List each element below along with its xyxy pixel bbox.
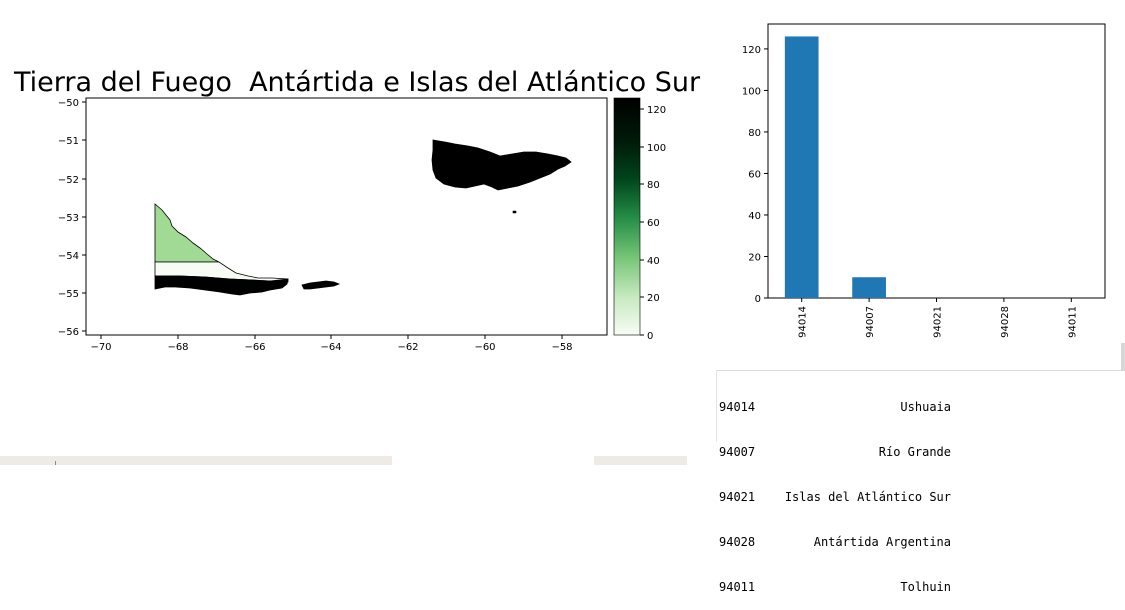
output-code: 94028	[719, 535, 756, 549]
map-x-tick-label: −68	[167, 342, 188, 353]
bar-x-tick-label: 94028	[1000, 306, 1011, 338]
map-y-tick-label: −52	[58, 175, 79, 186]
map-x-tick-label: −62	[397, 342, 418, 353]
output-edge	[716, 370, 717, 442]
map-plot: −70 −68 −66 −64 −62 −60 −58 −50 −51 −52 …	[58, 97, 666, 353]
bar-y-tick-label: 120	[742, 45, 761, 56]
map-y-tick-label: −56	[58, 327, 79, 338]
output-row: 94014 Ushuaia	[719, 400, 951, 415]
output-name: Islas del Atlántico Sur	[784, 490, 951, 504]
map-x-tick-label: −58	[551, 342, 572, 353]
next-cell-strip[interactable]	[0, 456, 392, 465]
bar-x-ticks: 94014 94007 94021 94028 94011	[798, 298, 1078, 338]
bar-x-tick-label: 94007	[865, 306, 876, 338]
map-y-tick-label: −53	[58, 213, 79, 224]
map-y-tick-label: −51	[58, 136, 79, 147]
bar-y-tick-label: 80	[748, 128, 761, 139]
map-x-tick-label: −60	[474, 342, 495, 353]
region-ushuaia	[154, 275, 289, 296]
colorbar-tick-label: 120	[647, 105, 666, 116]
map-regions	[154, 139, 572, 296]
bar-y-tick-label: 40	[748, 211, 761, 222]
output-row: 94011 Tolhuin	[719, 580, 951, 595]
map-title: Tierra del Fuego Antártida e Islas del A…	[14, 67, 701, 98]
bar-x-tick-label: 94021	[933, 306, 944, 338]
bar-y-tick-label: 0	[755, 294, 761, 305]
cell-output: 94014 Ushuaia 94007 Río Grande 94021 Isl…	[719, 370, 951, 610]
scroll-handle[interactable]	[1121, 343, 1125, 371]
region-ushuaia-islands	[301, 280, 341, 290]
output-row: 94007 Río Grande	[719, 445, 951, 460]
output-code: 94014	[719, 400, 756, 414]
bar-marks	[784, 36, 886, 299]
map-y-tick-label: −54	[58, 251, 79, 262]
colorbar-tick-label: 80	[647, 180, 660, 191]
colorbar-tick-label: 20	[647, 293, 660, 304]
colorbar-ticks: 0 20 40 60 80 100 120	[640, 105, 666, 342]
output-code: 94007	[719, 445, 756, 459]
cursor-mark	[55, 461, 56, 465]
colorbar-tick-label: 40	[647, 256, 660, 267]
output-code: 94021	[719, 490, 756, 504]
next-cell-strip[interactable]	[594, 456, 687, 465]
output-code: 94011	[719, 580, 756, 594]
map-axes-frame	[85, 97, 608, 336]
colorbar-tick-label: 0	[647, 331, 653, 342]
bar-94007	[852, 277, 886, 298]
output-row: 94028 Antártida Argentina	[719, 535, 951, 550]
output-divider	[716, 370, 1121, 371]
output-name: Antártida Argentina	[813, 535, 951, 549]
bar-94014	[784, 36, 819, 299]
bar-y-tick-label: 100	[742, 86, 761, 97]
bar-y-tick-label: 60	[748, 169, 761, 180]
output-name: Tolhuin	[900, 580, 951, 594]
region-islas-fleck	[512, 210, 517, 214]
map-x-tick-label: −70	[90, 342, 111, 353]
bar-y-ticks: 0 20 40 60 80 100 120	[742, 45, 768, 305]
colorbar	[613, 97, 641, 336]
output-name: Ushuaia	[900, 400, 951, 414]
map-y-tick-label: −50	[58, 98, 79, 109]
colorbar-tick-label: 100	[647, 143, 666, 154]
output-row: 94021 Islas del Atlántico Sur	[719, 490, 951, 505]
bar-x-tick-label: 94011	[1067, 306, 1078, 338]
colorbar-tick-label: 60	[647, 218, 660, 229]
bar-x-tick-label: 94014	[798, 306, 809, 338]
map-x-tick-label: −66	[244, 342, 265, 353]
map-y-ticks: −50 −51 −52 −53 −54 −55 −56	[58, 98, 86, 338]
map-x-tick-label: −64	[320, 342, 341, 353]
region-islas-atlantico-sur	[431, 139, 572, 191]
map-x-ticks: −70 −68 −66 −64 −62 −60 −58	[90, 335, 573, 353]
map-y-tick-label: −55	[58, 289, 79, 300]
bar-y-tick-label: 20	[748, 252, 761, 263]
output-name: Río Grande	[878, 445, 951, 459]
